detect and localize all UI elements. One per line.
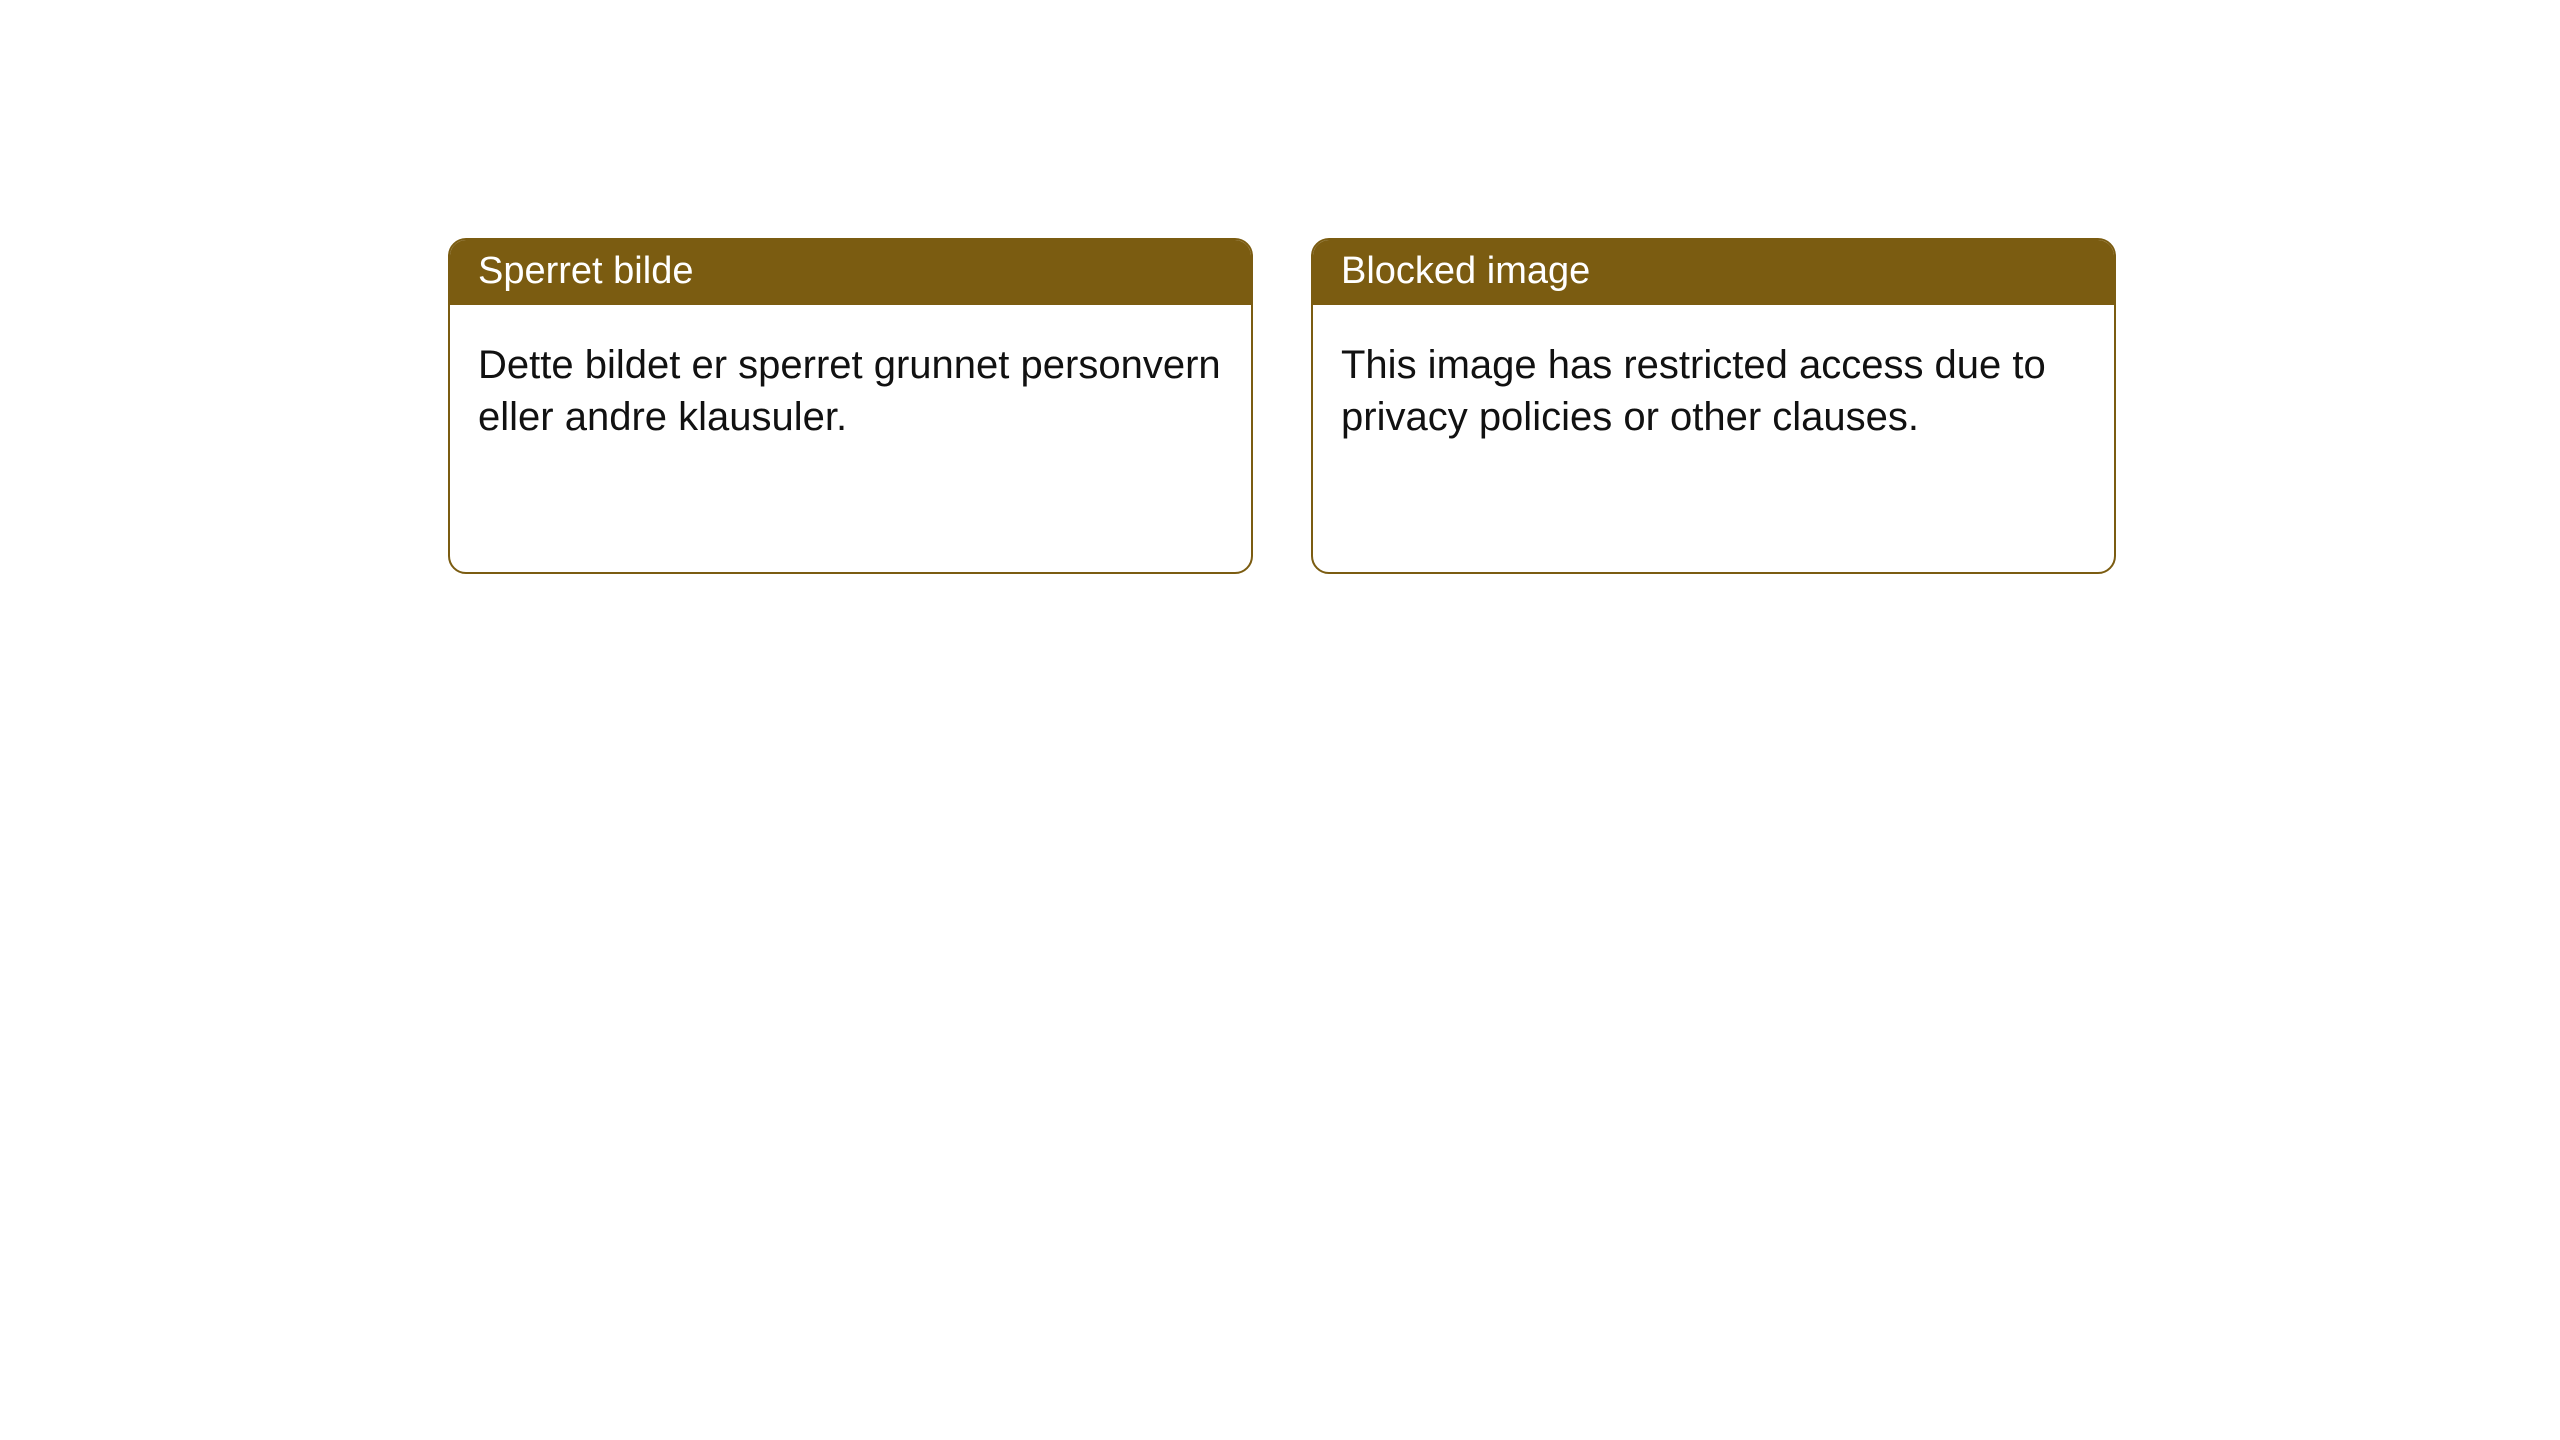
notice-title: Blocked image xyxy=(1313,240,2114,305)
notice-body-text: This image has restricted access due to … xyxy=(1313,305,2114,471)
notice-container: Sperret bilde Dette bildet er sperret gr… xyxy=(0,0,2560,574)
notice-title: Sperret bilde xyxy=(450,240,1251,305)
notice-card-norwegian: Sperret bilde Dette bildet er sperret gr… xyxy=(448,238,1253,574)
notice-card-english: Blocked image This image has restricted … xyxy=(1311,238,2116,574)
notice-body-text: Dette bildet er sperret grunnet personve… xyxy=(450,305,1251,471)
